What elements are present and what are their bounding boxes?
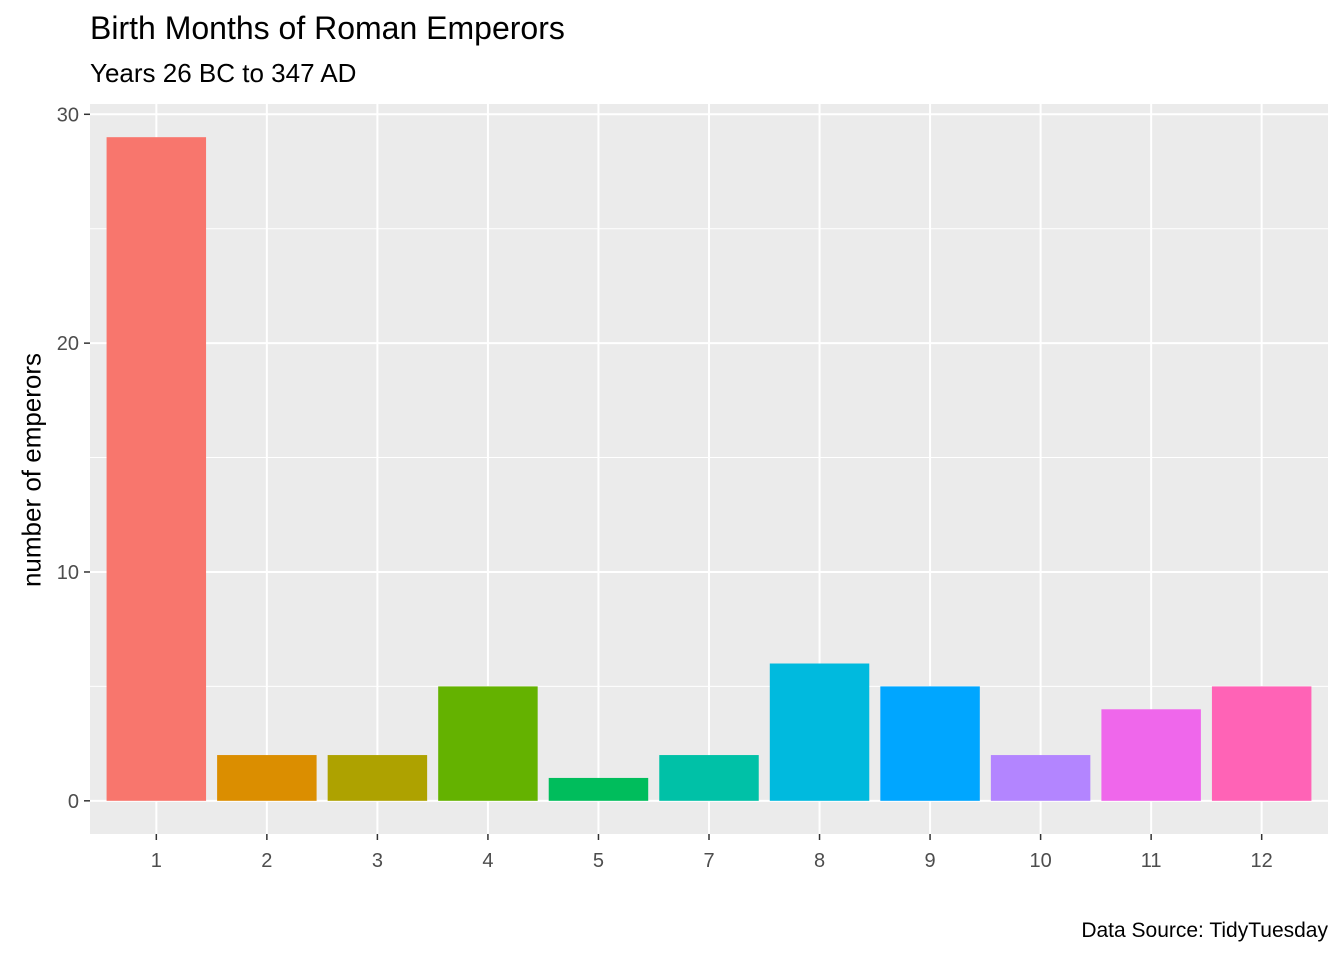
bar-month-8	[769, 663, 870, 801]
bar-month-10	[990, 755, 1091, 801]
x-tick-label: 9	[925, 850, 936, 872]
x-tick-label: 11	[1141, 850, 1162, 872]
x-tick-label: 2	[261, 850, 272, 872]
y-tick-label: 30	[57, 104, 79, 126]
y-tick-label: 0	[68, 791, 79, 813]
x-tick-label: 4	[482, 850, 493, 872]
x-tick-label: 10	[1029, 850, 1051, 872]
x-tick-label: 5	[593, 850, 604, 872]
x-tick-label: 3	[372, 850, 383, 872]
bar-month-7	[659, 755, 759, 801]
bar-month-3	[327, 755, 428, 801]
chart-caption: Data Source: TidyTuesday	[1081, 919, 1328, 942]
bar-month-11	[1101, 709, 1201, 801]
bar-month-1	[106, 137, 207, 801]
bar-month-4	[438, 686, 538, 801]
bar-month-9	[880, 686, 980, 801]
x-tick-label: 1	[151, 850, 162, 872]
bar-month-5	[548, 777, 649, 801]
y-tick-label: 20	[57, 333, 79, 355]
bar-month-12	[1211, 686, 1312, 801]
x-tick-label: 12	[1251, 850, 1273, 872]
chart-subtitle: Years 26 BC to 347 AD	[90, 58, 357, 88]
y-tick-label: 10	[57, 562, 79, 584]
x-tick-label: 8	[814, 850, 825, 872]
chart-title: Birth Months of Roman Emperors	[90, 10, 565, 46]
x-tick-label: 7	[703, 850, 714, 872]
bar-month-2	[217, 755, 317, 801]
